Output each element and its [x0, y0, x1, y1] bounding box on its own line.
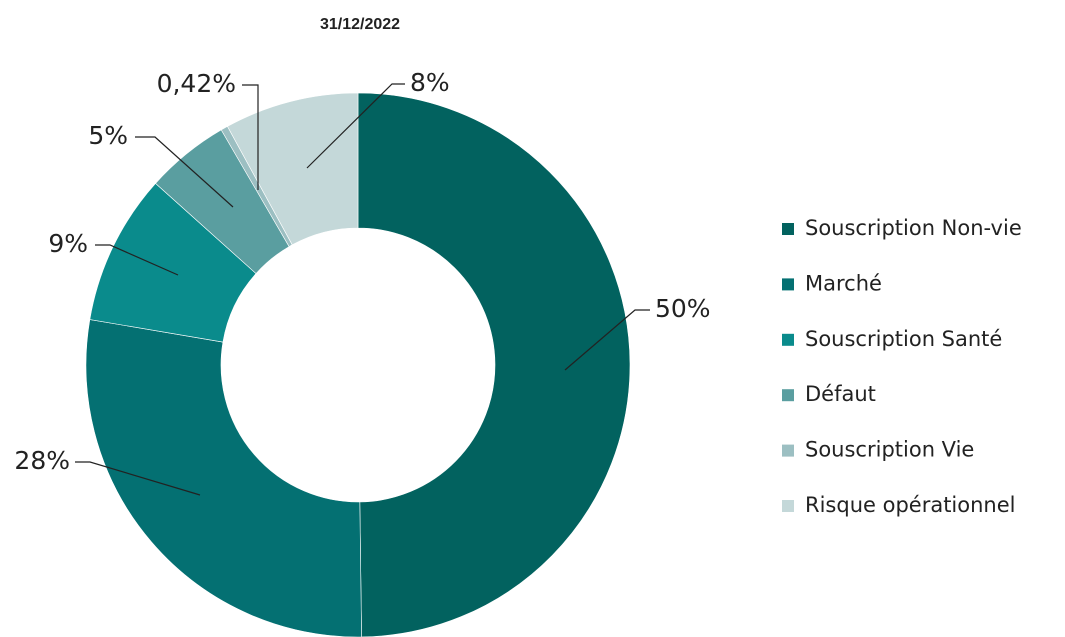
data-label: 50%	[655, 294, 711, 323]
data-label: 8%	[410, 68, 450, 97]
legend-label: Marché	[805, 271, 882, 295]
leader-line	[564, 309, 650, 371]
data-label: 28%	[14, 446, 70, 475]
legend-swatch	[782, 333, 794, 346]
leader-line	[306, 83, 405, 169]
leader-line	[242, 84, 259, 190]
legend-swatch	[782, 278, 794, 291]
donut-slice	[227, 92, 359, 246]
leader-line	[95, 244, 179, 276]
legend-swatch	[782, 389, 794, 402]
legend-label: Défaut	[805, 382, 876, 406]
data-label: 5%	[88, 121, 128, 150]
data-label: 9%	[48, 229, 88, 258]
legend-label: Souscription Vie	[805, 438, 974, 462]
leader-line	[75, 461, 201, 496]
donut-slice	[85, 319, 362, 637]
leader-line	[135, 136, 234, 208]
legend-label: Souscription Santé	[805, 327, 1002, 351]
legend-swatch	[782, 444, 794, 457]
legend-swatch	[782, 223, 794, 235]
donut-slice	[357, 92, 631, 637]
legend-swatch	[782, 500, 794, 512]
legend-label: Souscription Non-vie	[805, 216, 1022, 240]
legend-label: Risque opérationnel	[805, 493, 1016, 517]
data-label: 0,42%	[157, 69, 236, 98]
chart-title: 31/12/2022	[320, 16, 400, 33]
